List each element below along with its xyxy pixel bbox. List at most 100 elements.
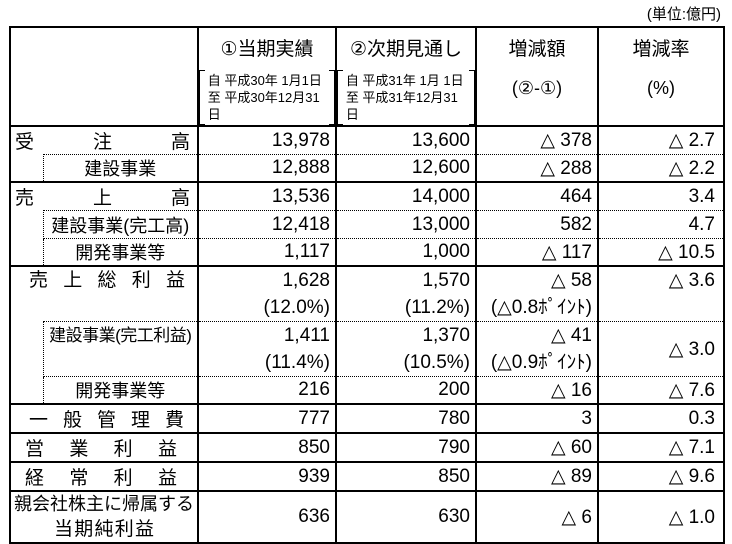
value-current: 636 xyxy=(197,490,336,544)
value-change: △ 378 xyxy=(475,125,598,155)
value-change: 582 xyxy=(475,210,598,239)
current-date-from: 自 平成30年 1月1日 xyxy=(207,73,322,88)
value-current: 939 xyxy=(197,461,336,491)
value-change: △ 16 xyxy=(475,376,598,404)
row-label: 売上高 xyxy=(9,181,198,211)
value-rate: △ 9.6 xyxy=(597,461,725,491)
bracket-left-icon xyxy=(338,70,343,125)
indent-spacer xyxy=(9,376,43,404)
value-rate: 3.4 xyxy=(597,181,725,211)
header-change-rate: 増減率 (%) xyxy=(597,26,725,126)
value-change-pct: (△0.9ﾎﾟｲﾝﾄ) xyxy=(490,352,592,373)
value-forecast-pct: (10.5%) xyxy=(403,352,470,373)
header-current-title: ①当期実績 xyxy=(220,39,314,60)
table-row-admin-expenses: 一般管理費 777 780 3 0.3 xyxy=(9,403,725,433)
table-row-ordinary-profit: 経常利益 939 850 △ 89 △ 9.6 xyxy=(9,461,725,491)
value-change: △ 60 xyxy=(475,432,598,462)
unit-note: (単位:億円) xyxy=(646,6,721,23)
value-change: 3 xyxy=(475,403,598,433)
value-rate: △ 2.2 xyxy=(597,154,725,182)
header-next-period: ②次期見通し 自 平成31年 1月 1日 至 平成31年12月31日 xyxy=(335,26,476,126)
bracket-right-icon xyxy=(469,70,475,125)
row-label: 売上総利益 xyxy=(9,265,198,322)
net-income-label-line1: 親会社株主に帰属する xyxy=(14,494,194,514)
row-label: 親会社株主に帰属する 当期純利益 xyxy=(9,490,198,544)
value-forecast-pct: (11.2%) xyxy=(404,297,470,318)
value-rate: △ 3.6 xyxy=(597,265,725,322)
table-row-orders: 受注高 13,978 13,600 △ 378 △ 2.7 xyxy=(9,125,725,155)
row-label: 経常利益 xyxy=(9,461,198,491)
value-change: △ 6 xyxy=(475,490,598,544)
row-label: 開発事業等 xyxy=(42,238,198,266)
value-change: △ 117 xyxy=(475,238,598,266)
value-current: 12,418 xyxy=(197,210,336,239)
next-date-to: 至 平成31年12月31日 xyxy=(345,90,458,122)
table-row-gross-profit-development: 開発事業等 216 200 △ 16 △ 7.6 xyxy=(9,376,725,404)
table-row-sales-construction: 建設事業(完工高) 12,418 13,000 582 4.7 xyxy=(9,210,725,239)
value-forecast: 780 xyxy=(335,403,476,433)
indent-spacer xyxy=(9,321,43,377)
next-period-dates: 自 平成31年 1月 1日 至 平成31年12月31日 xyxy=(338,70,475,125)
value-current: 1,411 (11.4%) xyxy=(197,321,336,377)
table-row-orders-construction: 建設事業 12,888 12,600 △ 288 △ 2.2 xyxy=(9,154,725,182)
value-forecast: 630 xyxy=(335,490,476,544)
value-rate: 0.3 xyxy=(597,403,725,433)
row-label: 営業利益 xyxy=(9,432,198,462)
value-current: 777 xyxy=(197,403,336,433)
indent-spacer xyxy=(9,238,43,266)
value-current-pct: (12.0%) xyxy=(263,297,330,318)
value-forecast: 13,000 xyxy=(335,210,476,239)
row-label: 開発事業等 xyxy=(42,376,198,404)
financial-table: ①当期実績 自 平成30年 1月1日 至 平成30年12月31日 ②次期見通し … xyxy=(9,26,725,544)
value-current: 216 xyxy=(197,376,336,404)
current-date-to: 至 平成30年12月31日 xyxy=(207,90,320,122)
value-current: 13,978 xyxy=(197,125,336,155)
value-forecast: 1,370 (10.5%) xyxy=(335,321,476,377)
row-label: 受注高 xyxy=(9,125,198,155)
indent-spacer xyxy=(9,210,43,239)
value-forecast: 1,570 (11.2%) xyxy=(335,265,476,322)
value-forecast: 12,600 xyxy=(335,154,476,182)
header-row: ①当期実績 自 平成30年 1月1日 至 平成30年12月31日 ②次期見通し … xyxy=(9,26,725,126)
indent-spacer xyxy=(9,154,43,182)
row-label: 一般管理費 xyxy=(9,403,198,433)
value-current: 1,628 (12.0%) xyxy=(197,265,336,322)
value-change: 464 xyxy=(475,181,598,211)
value-forecast: 850 xyxy=(335,461,476,491)
value-forecast: 790 xyxy=(335,432,476,462)
header-current-period: ①当期実績 自 平成30年 1月1日 至 平成30年12月31日 xyxy=(197,26,336,126)
table-row-net-income: 親会社株主に帰属する 当期純利益 636 630 △ 6 △ 1.0 xyxy=(9,490,725,544)
value-rate: △ 7.6 xyxy=(597,376,725,404)
value-change: △ 89 xyxy=(475,461,598,491)
bracket-left-icon xyxy=(200,70,205,125)
table-row-sales-development: 開発事業等 1,117 1,000 △ 117 △ 10.5 xyxy=(9,238,725,266)
value-rate: △ 1.0 xyxy=(597,490,725,544)
value-change: △ 288 xyxy=(475,154,598,182)
header-rate-unit: (%) xyxy=(647,78,675,98)
row-label: 建設事業(完工利益) xyxy=(42,321,198,377)
bracket-right-icon xyxy=(329,70,335,125)
value-current: 850 xyxy=(197,432,336,462)
header-empty-cell xyxy=(9,26,198,126)
value-change-pct: (△0.8ﾎﾟｲﾝﾄ) xyxy=(490,297,592,318)
next-date-from: 自 平成31年 1月 1日 xyxy=(345,73,464,88)
value-rate: 4.7 xyxy=(597,210,725,239)
value-forecast: 1,000 xyxy=(335,238,476,266)
value-rate: △ 3.0 xyxy=(597,321,725,377)
value-current: 13,536 xyxy=(197,181,336,211)
value-rate: △ 10.5 xyxy=(597,238,725,266)
value-current: 12,888 xyxy=(197,154,336,182)
table-row-operating-profit: 営業利益 850 790 △ 60 △ 7.1 xyxy=(9,432,725,462)
header-next-title: ②次期見通し xyxy=(349,39,463,60)
value-current: 1,117 xyxy=(197,238,336,266)
current-period-dates: 自 平成30年 1月1日 至 平成30年12月31日 xyxy=(200,70,335,125)
row-label: 建設事業 xyxy=(42,154,198,182)
row-label: 建設事業(完工高) xyxy=(42,210,198,239)
value-rate: △ 7.1 xyxy=(597,432,725,462)
value-forecast: 14,000 xyxy=(335,181,476,211)
value-current-pct: (11.4%) xyxy=(264,352,330,373)
value-change: △ 41 (△0.9ﾎﾟｲﾝﾄ) xyxy=(475,321,598,377)
value-forecast: 200 xyxy=(335,376,476,404)
header-change-amount: 増減額 (②-①) xyxy=(475,26,598,126)
